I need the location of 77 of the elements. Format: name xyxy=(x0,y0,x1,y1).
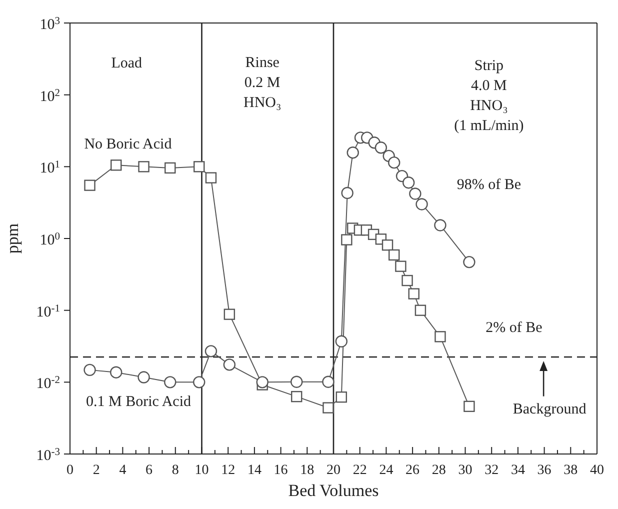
x-tick-label: 26 xyxy=(406,463,420,478)
annotation: 98% of Be xyxy=(456,176,522,193)
point xyxy=(291,390,302,402)
point xyxy=(341,234,352,246)
point xyxy=(223,358,236,371)
point xyxy=(463,256,476,268)
annotation: 0.1 M Boric Acid xyxy=(86,394,192,410)
x-tick-label: 4 xyxy=(119,463,126,478)
point xyxy=(346,146,359,159)
annotation: Load xyxy=(111,56,143,72)
x-tick-label: 28 xyxy=(432,463,446,478)
x-axis-title: Bed Volumes xyxy=(288,481,379,500)
point xyxy=(395,260,406,272)
point xyxy=(256,376,268,388)
point xyxy=(388,249,400,261)
x-tick-label: 10 xyxy=(194,463,209,478)
point xyxy=(374,142,388,154)
x-tick-label: 14 xyxy=(247,463,262,478)
point xyxy=(336,391,348,403)
x-tick-label: 0 xyxy=(66,463,74,478)
annotation: Rinse 0.2 M HNO₃ xyxy=(243,55,282,112)
x-tick-label: 20 xyxy=(326,463,340,478)
x-tick-label: 38 xyxy=(564,463,578,478)
y-tick-label: 10$^{-3}$ xyxy=(36,446,60,464)
x-tick-label: 8 xyxy=(172,463,179,478)
point xyxy=(322,402,334,414)
y-tick-label: 10$^{3}$ xyxy=(40,16,60,33)
y-tick-label: 10$^{0}$ xyxy=(40,231,60,248)
point xyxy=(464,400,475,412)
x-tick-label: 24 xyxy=(379,463,394,478)
point xyxy=(402,176,415,189)
y-tick-label: 10$^{-2}$ xyxy=(36,374,60,392)
point xyxy=(138,371,150,384)
point xyxy=(194,161,205,172)
point xyxy=(382,239,394,251)
annotation: Background xyxy=(512,401,587,418)
x-tick-label: 30 xyxy=(458,463,472,478)
point xyxy=(402,274,413,286)
x-tick-label: 36 xyxy=(537,463,552,478)
x-tick-label: 40 xyxy=(590,463,604,478)
point xyxy=(110,160,122,171)
annotation: No Boric Acid xyxy=(84,136,172,153)
point xyxy=(341,186,354,200)
point xyxy=(84,180,96,191)
y-tick-label: 10$^{-1}$ xyxy=(36,302,60,320)
annotation: Strip 4.0 M HNO₃ (1 mL/min) xyxy=(454,58,524,134)
point xyxy=(408,288,420,300)
point xyxy=(414,304,426,316)
annotation: 2% of Be xyxy=(486,320,543,336)
point xyxy=(322,376,334,388)
point xyxy=(84,364,96,376)
point xyxy=(434,331,446,342)
point xyxy=(110,366,122,378)
x-tick-label: 22 xyxy=(352,463,367,478)
y-tick-label: 10$^{1}$ xyxy=(40,159,60,177)
x-tick-label: 18 xyxy=(300,463,314,478)
x-tick-label: 16 xyxy=(274,463,288,478)
point xyxy=(409,188,422,200)
x-tick-label: 32 xyxy=(484,463,499,478)
y-axis-title: ppm xyxy=(3,223,22,254)
point xyxy=(224,308,236,320)
point xyxy=(290,376,303,388)
point xyxy=(204,345,218,358)
point xyxy=(416,198,428,210)
point xyxy=(193,376,206,388)
y-tick-label: 10$^{2}$ xyxy=(40,87,60,105)
point xyxy=(205,172,217,184)
x-tick-label: 2 xyxy=(92,463,100,478)
point xyxy=(335,335,348,348)
point xyxy=(388,156,400,169)
x-tick-label: 6 xyxy=(146,463,153,478)
point xyxy=(164,376,176,388)
x-tick-label: 34 xyxy=(510,463,525,478)
point xyxy=(434,219,446,232)
point xyxy=(138,161,150,172)
x-tick-label: 12 xyxy=(221,463,236,478)
point xyxy=(164,162,176,174)
